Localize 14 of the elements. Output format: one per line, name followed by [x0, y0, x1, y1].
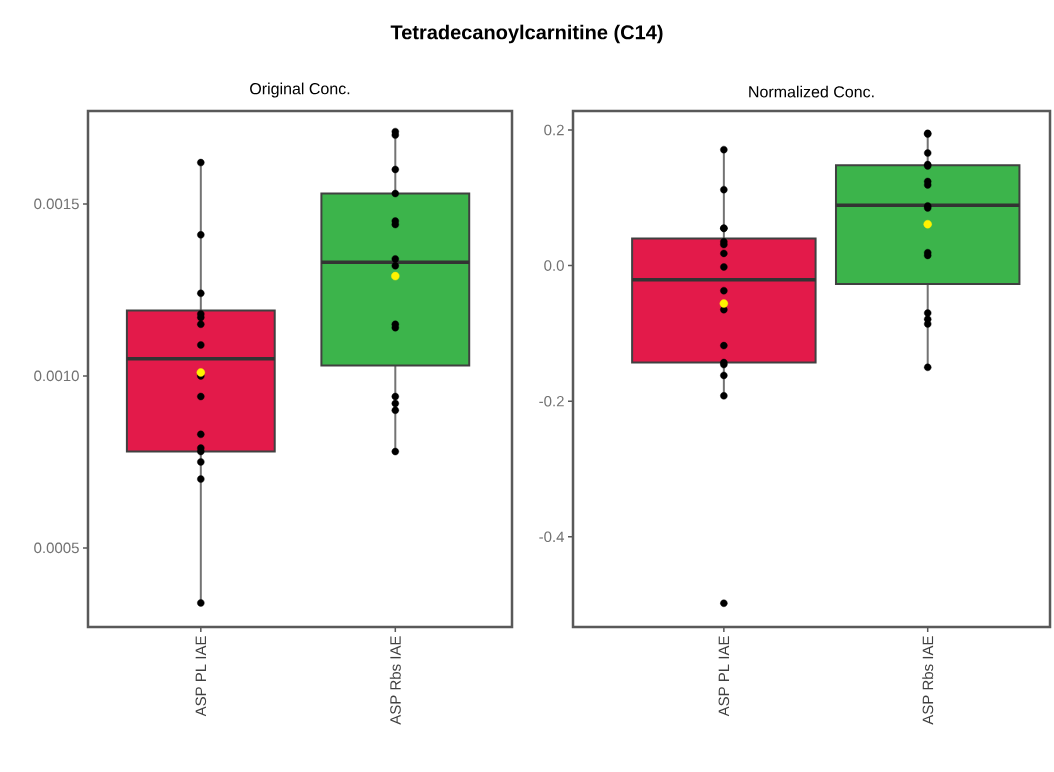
y-tick-label: 0.0005 [34, 542, 79, 554]
y-tick-label: 0.0 [544, 260, 564, 271]
chart-title: Tetradecanoylcarnitine (C14) [390, 24, 663, 44]
x-tick-label: ASP Rbs IAE [389, 636, 401, 725]
x-tick-label: ASP PL IAE [718, 636, 730, 717]
chart-subtitle: Original Conc. [250, 82, 350, 98]
y-tick-label: 0.2 [544, 124, 564, 136]
y-tick-label: -0.4 [539, 531, 565, 543]
y-tick-label: 0.0010 [34, 370, 79, 382]
chart-subtitle: Normalized Conc. [749, 85, 874, 98]
y-tick-label: -0.2 [539, 395, 564, 407]
x-tick-label: ASP PL IAE [195, 636, 207, 717]
x-tick-label: ASP Rbs IAE [922, 636, 934, 725]
y-tick-label: 0.0015 [34, 198, 79, 210]
